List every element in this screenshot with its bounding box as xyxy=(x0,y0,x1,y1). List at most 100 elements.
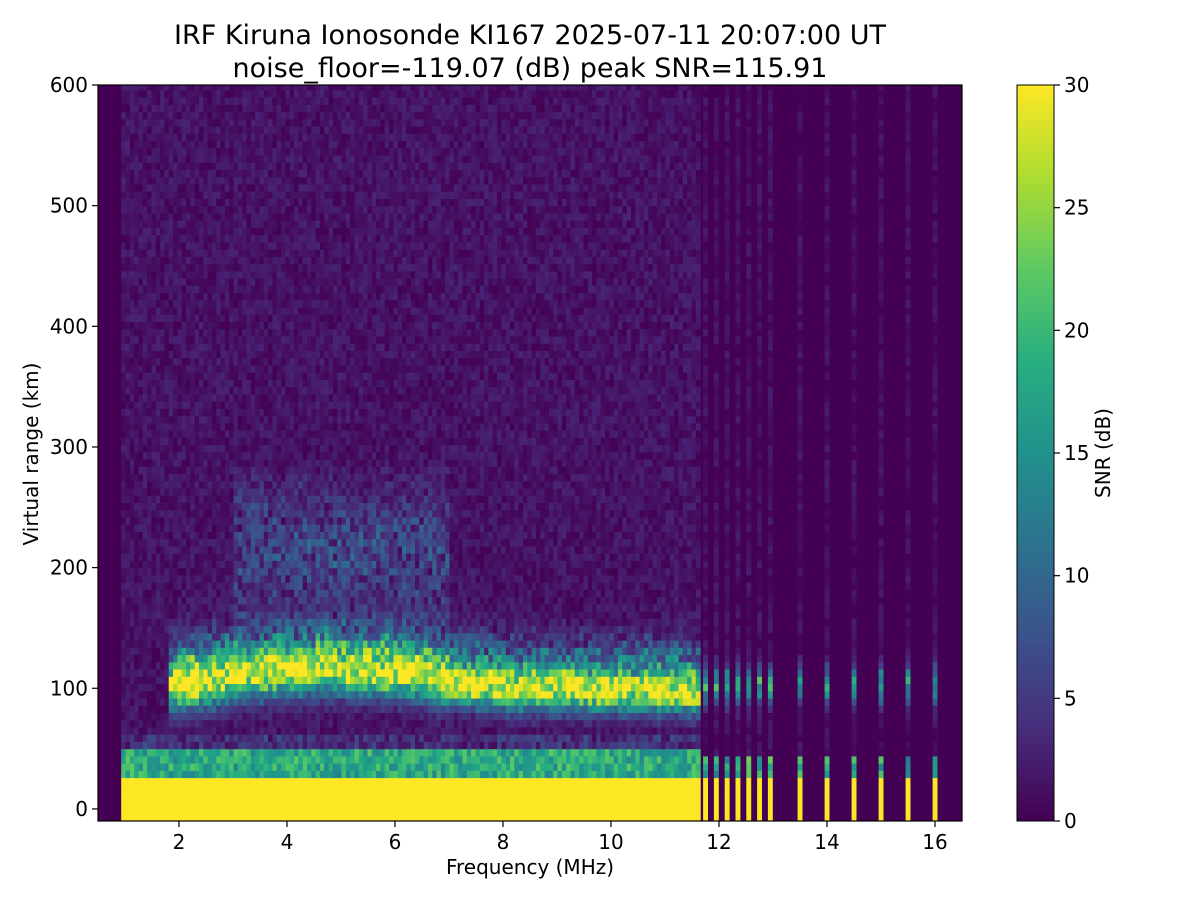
heatmap-cell xyxy=(294,524,299,532)
heatmap-cell xyxy=(281,799,286,808)
heatmap-cell xyxy=(199,755,204,764)
heatmap-cell xyxy=(173,618,178,627)
heatmap-cell xyxy=(121,401,127,409)
heatmap-cell xyxy=(134,632,140,641)
heatmap-cell xyxy=(181,97,187,105)
heatmap-cell xyxy=(125,611,131,619)
heatmap-cell xyxy=(281,734,286,742)
heatmap-cell xyxy=(177,364,183,373)
chart-subtitle: noise_floor=-119.07 (dB) peak SNR=115.91 xyxy=(233,53,828,84)
heatmap-cell xyxy=(298,118,304,127)
heatmap-cell xyxy=(160,777,165,786)
heatmap-cell xyxy=(285,343,291,351)
heatmap-cell xyxy=(246,705,252,713)
heatmap-cell xyxy=(311,755,317,764)
heatmap-cell xyxy=(207,480,213,489)
heatmap-cell xyxy=(315,430,321,438)
heatmap-cell xyxy=(147,502,152,511)
heatmap-cell xyxy=(328,393,334,402)
heatmap-cell xyxy=(272,314,278,322)
heatmap-cell xyxy=(224,212,230,221)
heatmap-cell xyxy=(216,118,222,127)
heatmap-cell xyxy=(294,249,299,257)
heatmap-cell xyxy=(281,466,286,475)
heatmap-cell xyxy=(319,531,325,540)
heatmap-cell xyxy=(319,191,325,199)
heatmap-cell xyxy=(190,328,196,337)
heatmap-cell xyxy=(194,654,200,663)
heatmap-cell xyxy=(324,350,330,359)
heatmap-cell xyxy=(324,538,330,547)
heatmap-cell xyxy=(294,509,299,518)
heatmap-cell xyxy=(281,198,286,207)
heatmap-cell xyxy=(216,372,222,380)
heatmap-cell xyxy=(328,372,334,380)
heatmap-cell xyxy=(121,516,127,525)
heatmap-cell xyxy=(328,314,334,322)
heatmap-cell xyxy=(298,162,304,170)
heatmap-cell xyxy=(276,307,282,315)
heatmap-cell xyxy=(259,640,265,648)
heatmap-cell xyxy=(246,466,252,475)
heatmap-cell xyxy=(237,444,243,453)
heatmap-cell xyxy=(233,162,239,170)
heatmap-cell xyxy=(302,328,308,337)
heatmap-cell xyxy=(194,307,200,315)
heatmap-cell xyxy=(268,640,273,648)
heatmap-cell xyxy=(142,560,148,569)
heatmap-cell xyxy=(276,126,282,134)
heatmap-cell xyxy=(134,770,140,779)
heatmap-cell xyxy=(134,336,140,344)
heatmap-cell xyxy=(211,488,217,496)
heatmap-cell xyxy=(199,328,204,337)
heatmap-cell xyxy=(268,669,273,677)
heatmap-cell xyxy=(324,647,330,656)
heatmap-cell xyxy=(307,140,312,149)
heatmap-cell xyxy=(173,422,178,431)
heatmap-cell xyxy=(173,205,178,214)
heatmap-cell xyxy=(160,118,165,127)
heatmap-cell xyxy=(311,495,317,503)
heatmap-cell xyxy=(237,618,243,627)
heatmap-cell xyxy=(194,488,200,496)
heatmap-cell xyxy=(129,806,135,815)
heatmap-cell xyxy=(307,451,312,460)
heatmap-cell xyxy=(177,792,183,800)
heatmap-cell xyxy=(207,495,213,503)
heatmap-cell xyxy=(151,538,157,547)
heatmap-cell xyxy=(242,582,248,590)
heatmap-cell xyxy=(255,372,260,380)
heatmap-cell xyxy=(129,364,135,373)
heatmap-cell xyxy=(181,676,187,684)
heatmap-cell xyxy=(177,133,183,142)
heatmap-cell xyxy=(173,357,178,366)
heatmap-cell xyxy=(276,799,282,808)
heatmap-cell xyxy=(233,755,239,764)
heatmap-cell xyxy=(233,480,239,489)
heatmap-cell xyxy=(203,249,209,257)
heatmap-cell xyxy=(203,307,209,315)
heatmap-cell xyxy=(242,755,248,764)
heatmap-cell xyxy=(142,459,148,467)
heatmap-cell xyxy=(263,104,269,113)
heatmap-cell xyxy=(216,249,222,257)
heatmap-cell xyxy=(242,401,248,409)
heatmap-cell xyxy=(237,299,243,308)
heatmap-cell xyxy=(281,183,286,192)
heatmap-cell xyxy=(307,792,312,800)
heatmap-cell xyxy=(134,625,140,634)
heatmap-cell xyxy=(160,314,165,322)
heatmap-cell xyxy=(211,169,217,178)
heatmap-cell xyxy=(129,792,135,800)
heatmap-cell xyxy=(168,270,174,279)
heatmap-cell xyxy=(125,661,131,670)
heatmap-cell xyxy=(190,603,196,612)
heatmap-cell xyxy=(302,531,308,540)
heatmap-cell xyxy=(328,654,334,663)
heatmap-cell xyxy=(298,437,304,446)
heatmap-cell xyxy=(177,162,183,170)
heatmap-cell xyxy=(173,799,178,808)
heatmap-cell xyxy=(281,553,286,561)
heatmap-cell xyxy=(255,502,260,511)
heatmap-cell xyxy=(255,422,260,431)
